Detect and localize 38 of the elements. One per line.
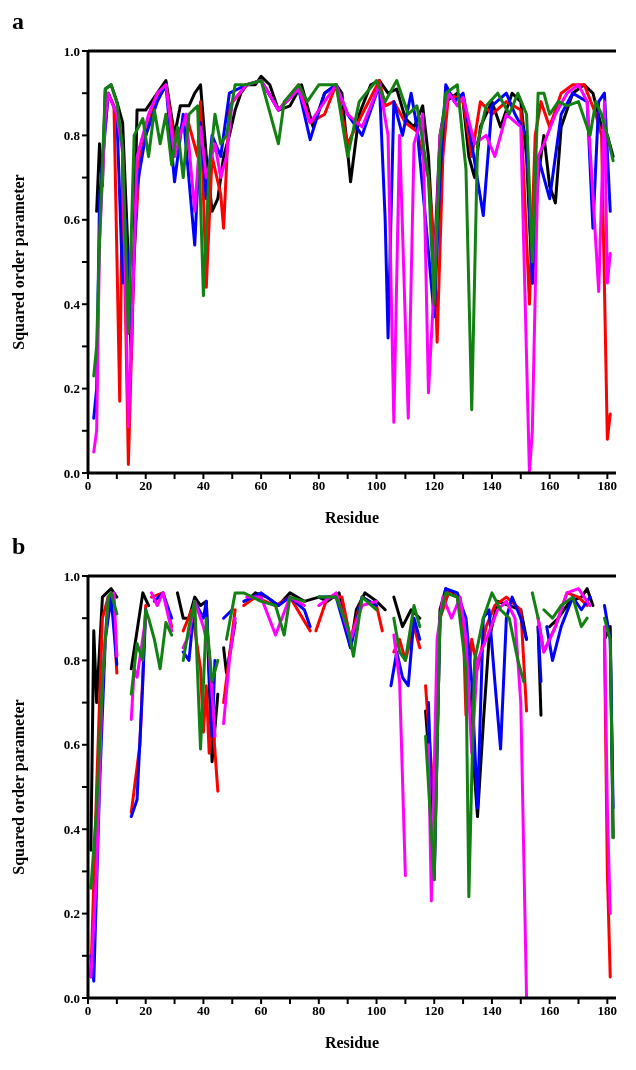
y-axis-title: Squared order parameter (9, 174, 28, 350)
y-tick-label: 1.0 (63, 43, 80, 59)
y-tick-label: 1.0 (63, 568, 80, 584)
y-axis-title: Squared order parameter (9, 699, 28, 875)
x-tick-label: 20 (139, 478, 153, 494)
x-tick-label: 120 (424, 1003, 444, 1019)
x-tick-label: 140 (482, 1003, 502, 1019)
x-tick-label: 180 (597, 478, 618, 494)
x-tick-label: 40 (196, 478, 210, 494)
x-tick-label: 100 (366, 478, 387, 494)
y-tick-label: 0.8 (63, 653, 81, 669)
y-tick-label: 0.4 (63, 296, 81, 312)
x-tick-label: 160 (539, 478, 560, 494)
y-tick-label: 0.6 (63, 212, 81, 228)
y-tick-label: 0.4 (63, 821, 81, 837)
x-tick-label: 60 (254, 1003, 268, 1019)
y-tick-label: 0.0 (63, 990, 80, 1006)
y-tick-label: 0.6 (63, 737, 81, 753)
y-tick-label: 0.2 (63, 906, 80, 922)
x-tick-label: 80 (312, 478, 326, 494)
x-tick-label: 100 (366, 1003, 387, 1019)
y-tick-label: 0.2 (63, 381, 80, 397)
x-tick-label: 180 (597, 1003, 618, 1019)
chart-title: a (11, 8, 25, 36)
x-tick-label: 20 (139, 1003, 153, 1019)
x-axis-title: Residue (324, 1034, 380, 1051)
y-tick-label: 0.8 (63, 128, 81, 144)
x-tick-label: 160 (539, 1003, 560, 1019)
x-tick-label: 60 (254, 478, 268, 494)
x-tick-label: 0 (84, 478, 92, 494)
x-tick-label: 120 (424, 478, 444, 494)
x-axis-title: Residue (324, 509, 380, 526)
x-tick-label: 40 (196, 1003, 210, 1019)
x-tick-label: 140 (482, 478, 502, 494)
x-tick-label: 80 (312, 1003, 326, 1019)
y-tick-label: 0.0 (63, 465, 80, 481)
chart-title: b (11, 533, 27, 561)
x-tick-label: 0 (84, 1003, 92, 1019)
